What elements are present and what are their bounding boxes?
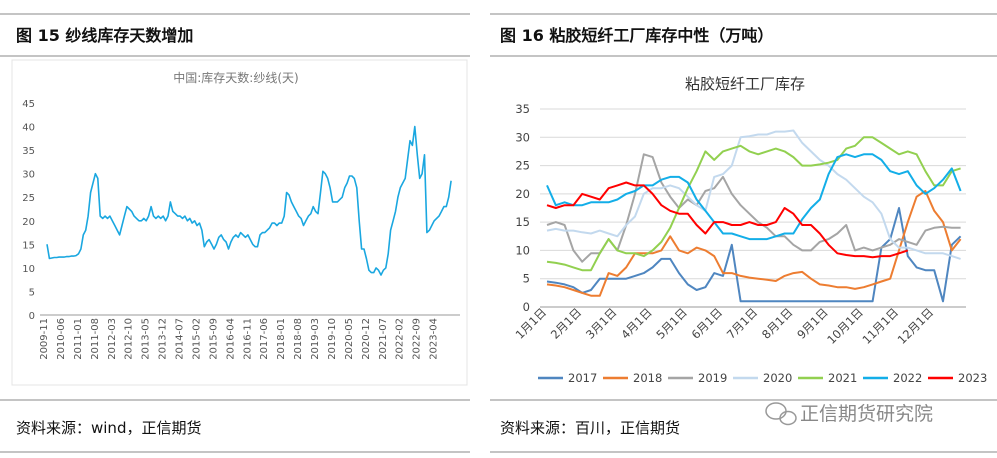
x-tick-label: 2017-06 [259,318,270,360]
x-tick-label: 2020-12 [361,318,372,360]
x-tick-label: 2015-09 [208,318,219,360]
y-tick-label: 0 [523,300,530,314]
legend-label: 2022 [893,371,922,385]
x-tick-label: 5月1日 [653,305,690,342]
y-tick-label: 30 [22,170,35,181]
legend-label: 2018 [633,371,662,385]
x-tick-label: 2015-02 [191,318,202,360]
legend-label: 2023 [958,371,987,385]
figure-caption: 图 16 粘胶短纤工厂库存中性（万吨） [500,26,773,45]
y-tick-label: 45 [22,99,35,110]
x-tick-label: 2020-05 [344,318,355,360]
x-tick-label: 2011-01 [73,318,84,360]
x-tick-label: 2013-12 [158,318,169,360]
x-tick-label: 2014-07 [175,318,186,360]
chart-title: 粘胶短纤工厂库存 [685,75,805,93]
x-tick-label: 2月1日 [548,305,585,342]
y-tick-label: 5 [523,272,530,286]
x-tick-label: 2018-08 [293,318,304,360]
y-tick-label: 0 [29,311,35,322]
x-tick-label: 10月1日 [824,305,866,347]
x-tick-label: 2019-10 [327,318,338,360]
x-tick-label: 1月1日 [513,305,550,342]
x-tick-label: 2016-04 [225,318,236,360]
x-tick-label: 2016-11 [242,318,253,360]
legend-label: 2019 [698,371,727,385]
y-tick-label: 10 [515,243,530,257]
source-note: 资料来源：wind，正信期货 [16,419,201,437]
data-line [546,136,961,272]
y-tick-label: 5 [29,287,35,298]
y-tick-label: 20 [515,187,530,201]
data-line [546,207,962,303]
x-tick-label: 12月1日 [895,305,937,347]
y-tick-label: 30 [515,130,530,144]
data-line [546,153,962,241]
x-tick-label: 6月1日 [689,305,726,342]
figure-caption: 图 15 纱线库存天数增加 [16,26,193,45]
x-tick-label: 2022-09 [412,318,423,360]
data-line [546,129,961,260]
legend-label: 2020 [763,371,792,385]
x-tick-label: 2011-08 [90,318,101,360]
x-tick-label: 8月1日 [759,305,796,342]
x-tick-label: 2023-04 [429,318,440,360]
x-tick-label: 2012-10 [124,318,135,360]
data-line [546,190,962,297]
x-tick-label: 2009-11 [39,318,50,360]
x-tick-label: 3月1日 [583,305,620,342]
y-tick-label: 15 [22,240,35,251]
legend-label: 2021 [828,371,857,385]
y-tick-label: 20 [22,217,35,228]
data-line [546,181,909,259]
x-tick-label: 2013-05 [141,318,152,360]
y-tick-label: 35 [515,102,530,116]
data-line [46,125,452,276]
x-tick-label: 2022-02 [395,318,406,360]
y-tick-label: 40 [22,123,35,134]
chart-border [11,59,468,386]
x-tick-label: 7月1日 [724,305,761,342]
x-tick-label: 2018-01 [276,318,287,360]
x-tick-label: 2021-07 [378,318,389,360]
x-tick-label: 4月1日 [618,305,655,342]
watermark-icon [765,402,797,426]
source-note: 资料来源：百川，正信期货 [500,419,680,437]
x-tick-label: 2019-03 [310,318,321,360]
watermark: 正信期货研究院 [800,403,933,425]
y-tick-label: 25 [515,159,530,173]
y-tick-label: 10 [22,264,35,275]
y-tick-label: 35 [22,146,35,157]
y-tick-label: 15 [515,215,530,229]
frame [0,13,997,453]
chart-title: 中国:库存天数:纱线(天) [173,70,298,85]
legend-label: 2017 [568,371,597,385]
x-tick-label: 2012-03 [107,318,118,360]
x-tick-label: 2010-06 [56,318,67,360]
y-tick-label: 25 [22,193,35,204]
x-tick-label: 11月1日 [859,305,901,347]
